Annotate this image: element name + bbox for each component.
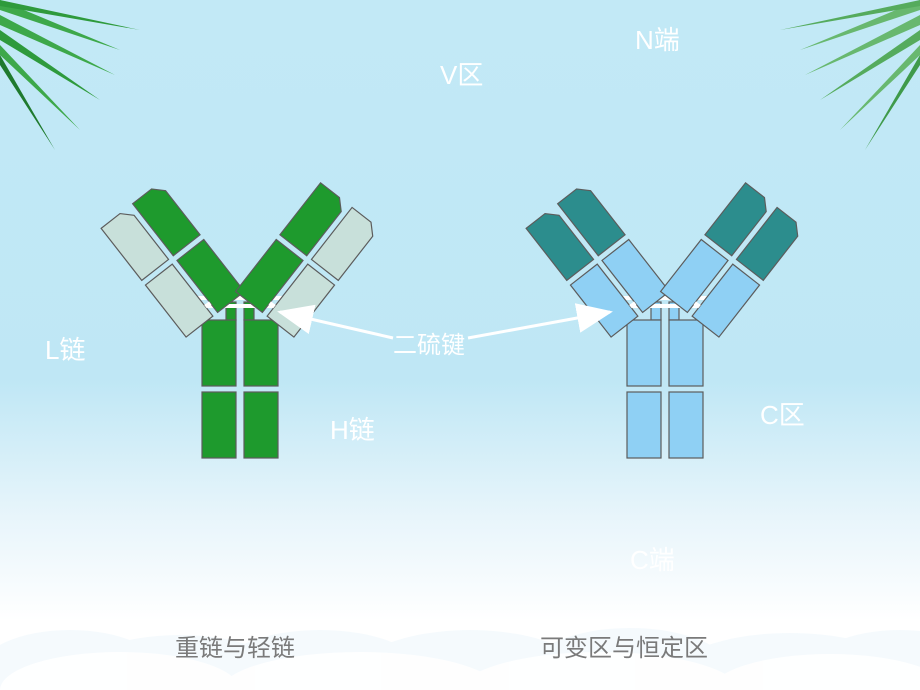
label-v-region: V区 [440,55,483,92]
label-h-chain: H链 [330,410,375,447]
label-n-terminal: N端 [635,20,680,57]
label-l-chain: L链 [45,330,85,367]
label-disulfide: 二硫键 [393,325,465,360]
caption-right: 可变区与恒定区 [540,628,708,663]
caption-left: 重链与轻链 [175,628,295,663]
label-c-terminal: C端 [630,540,675,577]
label-c-region: C区 [760,395,805,432]
